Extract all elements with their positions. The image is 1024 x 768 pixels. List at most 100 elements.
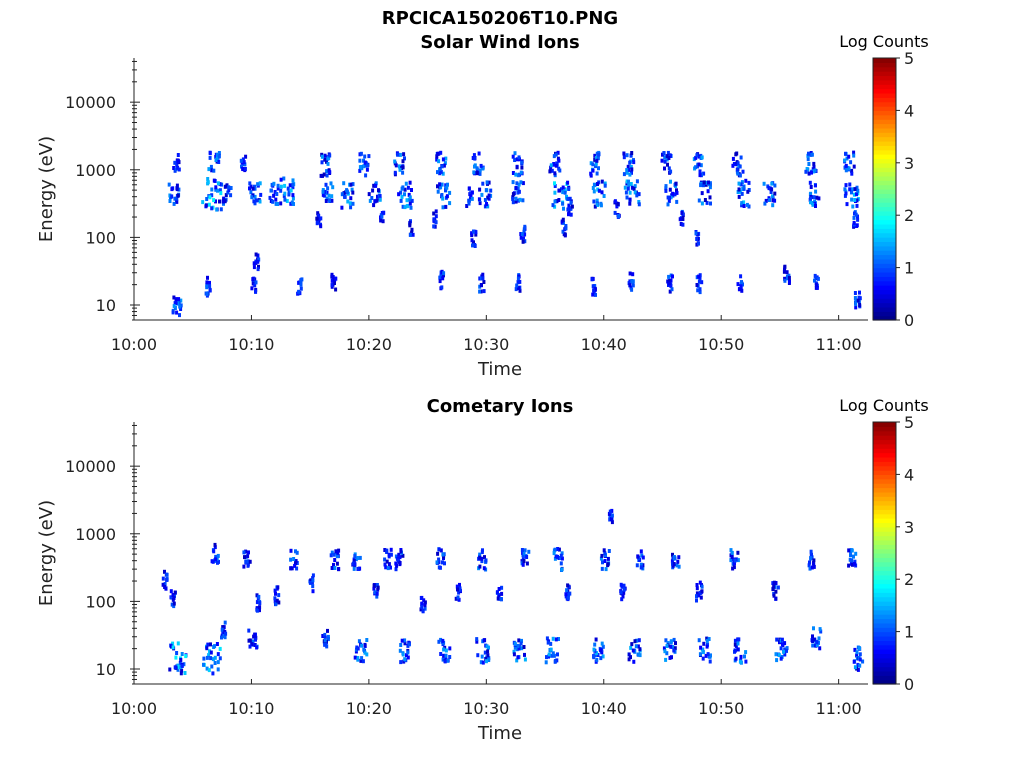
heat-cell	[328, 198, 332, 203]
heat-cell	[211, 559, 215, 564]
heat-cell	[700, 201, 704, 206]
heat-cell	[600, 179, 604, 184]
heat-cell	[289, 188, 293, 193]
heat-cell	[515, 658, 519, 663]
heat-cell	[442, 271, 446, 276]
heat-cell	[180, 668, 184, 673]
heat-cell	[602, 194, 606, 198]
heat-cell	[516, 655, 520, 660]
heat-cell	[362, 158, 365, 163]
heat-cell	[171, 641, 175, 646]
heat-cell	[257, 257, 261, 262]
heat-cell	[628, 271, 632, 276]
heat-cell	[221, 625, 225, 630]
heat-cell	[458, 582, 461, 587]
heat-cell	[326, 628, 329, 633]
heat-cell	[629, 655, 632, 660]
heat-cell	[664, 184, 668, 189]
heat-cell	[521, 562, 525, 567]
heat-cell	[163, 582, 167, 586]
colorbar-segment	[873, 470, 896, 475]
heat-cell	[294, 549, 297, 554]
heat-cluster	[308, 573, 315, 594]
heat-cell	[517, 646, 521, 651]
heat-cell	[482, 566, 486, 571]
axes-solar-wind: 10:00 10:10 10:20 10:30 10:40 10:50 11:0010100…	[65, 58, 868, 354]
heat-cell	[627, 652, 631, 657]
heat-cell	[555, 199, 559, 204]
heat-cell	[606, 562, 610, 567]
heat-cell	[400, 194, 404, 199]
heat-cell	[478, 201, 482, 206]
heat-cluster	[853, 290, 862, 310]
heat-cell	[599, 203, 603, 208]
heat-cell	[626, 186, 630, 191]
heat-cell	[513, 645, 517, 650]
heat-cell	[210, 168, 214, 173]
colorbar-segment	[873, 544, 896, 550]
heat-cell	[168, 193, 172, 198]
heat-cell	[677, 564, 681, 569]
heat-cell	[443, 659, 447, 664]
heat-cell	[253, 283, 257, 288]
heat-cell	[325, 173, 329, 178]
heat-cell	[675, 190, 679, 195]
heat-cell	[858, 657, 862, 662]
heat-cell	[496, 596, 500, 601]
heat-cell	[406, 650, 410, 655]
heat-cell	[762, 181, 766, 186]
heat-cluster	[729, 548, 740, 571]
heat-cell	[629, 285, 633, 290]
heat-cell	[694, 231, 698, 236]
colorbar-segment	[873, 614, 896, 620]
heat-cell	[700, 155, 704, 160]
heat-cell	[319, 216, 323, 221]
heat-cluster	[774, 637, 789, 663]
heat-cell	[336, 550, 340, 555]
heat-cluster	[247, 628, 259, 650]
heat-cell	[569, 200, 573, 205]
heat-cell	[590, 277, 594, 282]
heat-cell	[277, 593, 281, 598]
heat-cell	[441, 560, 444, 565]
heat-cell	[547, 652, 551, 657]
colorbar-segment	[873, 478, 896, 484]
y-tick-label: 1000	[75, 161, 116, 180]
heat-cell	[370, 196, 374, 200]
heat-cell	[276, 202, 280, 206]
heat-cluster	[397, 180, 414, 210]
heat-cell	[637, 202, 641, 207]
heat-cell	[436, 184, 439, 189]
heat-cell	[375, 583, 379, 587]
heat-cell	[668, 187, 672, 192]
heat-cell	[443, 561, 446, 566]
heat-cell	[666, 202, 670, 207]
heat-cell	[626, 164, 630, 169]
heat-cell	[344, 190, 347, 195]
heat-cell	[334, 287, 338, 292]
heat-cell	[736, 550, 740, 555]
heat-cluster	[329, 548, 341, 572]
heat-cell	[480, 166, 484, 171]
heat-cell	[666, 162, 669, 167]
heat-cluster	[843, 150, 856, 176]
heat-cell	[276, 186, 280, 191]
heat-cell	[446, 658, 450, 663]
heat-cell	[209, 642, 212, 647]
heat-cell	[283, 183, 287, 188]
heat-cell	[290, 200, 294, 205]
heat-cell	[569, 212, 573, 217]
heat-cluster	[847, 548, 858, 568]
heat-cell	[222, 634, 226, 638]
heat-cell	[444, 183, 448, 188]
heat-cell	[843, 158, 847, 163]
heat-cell	[223, 620, 227, 625]
heat-cell	[253, 186, 257, 191]
heat-cell	[511, 180, 515, 185]
heat-cell	[481, 660, 485, 665]
colorbar-segment	[873, 461, 896, 467]
heat-cell	[213, 542, 217, 547]
heat-cell	[326, 637, 330, 642]
heat-cell	[254, 252, 258, 257]
colorbar-segment	[873, 154, 896, 160]
